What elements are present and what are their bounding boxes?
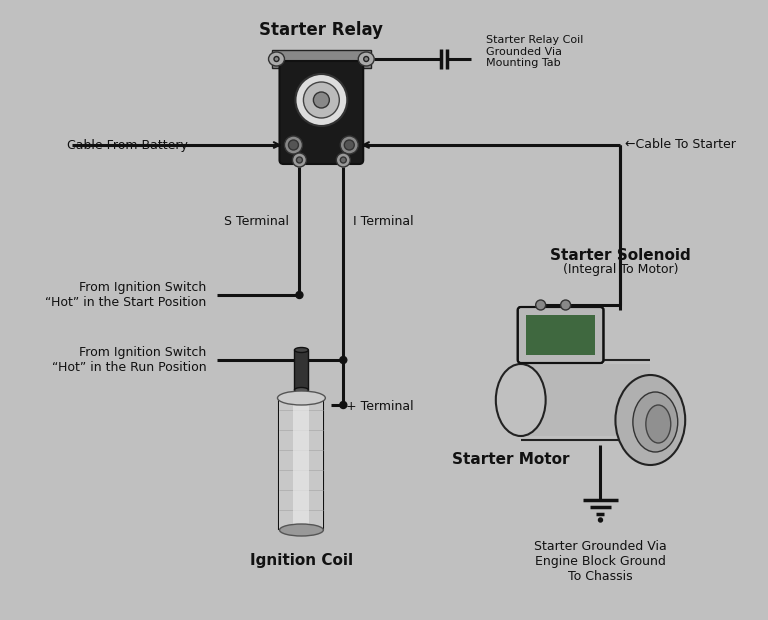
Text: (Integral To Motor): (Integral To Motor) [563,264,678,277]
Text: Ignition Coil: Ignition Coil [250,552,353,567]
Text: Starter Relay Coil
Grounded Via
Mounting Tab: Starter Relay Coil Grounded Via Mounting… [486,35,583,68]
Circle shape [344,140,354,150]
Ellipse shape [358,52,374,66]
Bar [521,364,650,436]
Ellipse shape [269,52,284,66]
Circle shape [336,153,350,167]
Circle shape [339,356,347,363]
Circle shape [296,157,303,163]
Ellipse shape [646,405,670,443]
Bar [293,400,310,526]
Text: ←Cable To Starter: ←Cable To Starter [625,138,737,151]
Ellipse shape [496,364,545,436]
Text: + Terminal: + Terminal [346,401,414,414]
Text: From Ignition Switch
“Hot” in the Run Position: From Ignition Switch “Hot” in the Run Po… [52,346,207,374]
Ellipse shape [364,56,369,61]
Circle shape [293,153,306,167]
Circle shape [536,300,545,310]
Ellipse shape [280,524,323,536]
Ellipse shape [615,375,685,465]
Circle shape [598,518,602,522]
Bar [294,350,309,390]
Circle shape [340,136,358,154]
Circle shape [339,402,347,409]
Ellipse shape [294,388,309,392]
Ellipse shape [274,56,279,61]
Ellipse shape [277,391,326,405]
Text: S Terminal: S Terminal [224,215,290,228]
Text: From Ignition Switch
“Hot” in the Start Position: From Ignition Switch “Hot” in the Start … [45,281,207,309]
Text: Starter Motor: Starter Motor [452,453,570,467]
Circle shape [303,82,339,118]
Circle shape [296,291,303,298]
Text: Starter Grounded Via
Engine Block Ground
To Chassis: Starter Grounded Via Engine Block Ground… [534,540,667,583]
FancyBboxPatch shape [518,307,604,363]
Circle shape [561,300,571,310]
Ellipse shape [633,392,677,452]
Text: Starter Relay: Starter Relay [260,21,383,39]
FancyBboxPatch shape [280,61,363,164]
Circle shape [296,74,347,126]
Ellipse shape [294,347,309,353]
Text: I Terminal: I Terminal [353,215,414,228]
Text: Starter Solenoid: Starter Solenoid [550,247,690,262]
Bar [280,398,323,530]
Text: Cable From Battery: Cable From Battery [67,138,188,151]
Circle shape [313,92,329,108]
Circle shape [340,157,346,163]
Circle shape [284,136,303,154]
Circle shape [289,140,299,150]
Bar [526,315,595,355]
Bar [272,50,371,68]
